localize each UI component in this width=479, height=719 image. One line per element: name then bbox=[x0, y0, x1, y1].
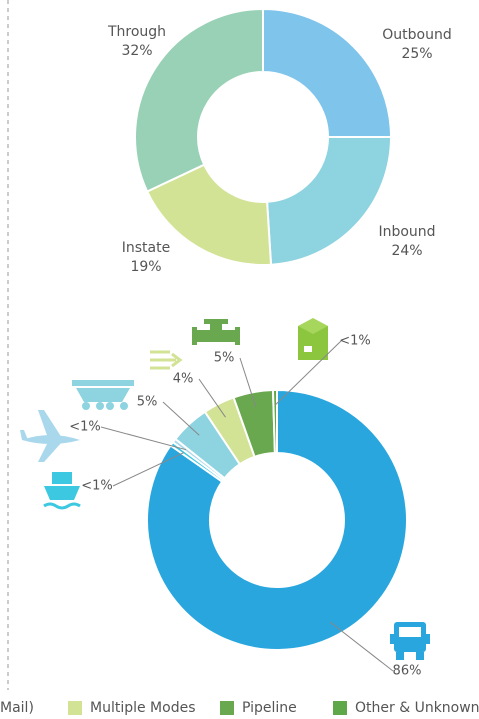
data-label: 19% bbox=[130, 259, 161, 275]
ship-icon bbox=[43, 472, 81, 510]
legend-swatch bbox=[333, 701, 347, 715]
data-label: 24% bbox=[391, 243, 422, 259]
leader-line bbox=[112, 452, 185, 487]
leader-line bbox=[329, 621, 394, 672]
leader-line bbox=[239, 357, 257, 408]
leader-line bbox=[274, 340, 342, 406]
leader-line bbox=[198, 378, 226, 418]
category-label: Inbound bbox=[378, 224, 435, 240]
rail-icon bbox=[72, 380, 134, 410]
data-label: 5% bbox=[137, 395, 158, 410]
legend-label: Pipeline bbox=[242, 700, 297, 716]
box-icon bbox=[298, 318, 328, 360]
slice bbox=[134, 7, 264, 193]
modes-icon bbox=[150, 350, 183, 370]
data-label: 5% bbox=[214, 351, 235, 366]
truck-icon bbox=[390, 622, 430, 660]
data-label: <1% bbox=[339, 334, 371, 349]
plane-icon bbox=[20, 410, 80, 462]
pipeline-icon bbox=[192, 319, 240, 345]
legend-label: Mail) bbox=[0, 700, 34, 716]
data-label: <1% bbox=[81, 479, 113, 494]
legend-swatch bbox=[68, 701, 82, 715]
data-label: <1% bbox=[69, 420, 101, 435]
slice bbox=[266, 136, 393, 266]
slice bbox=[146, 388, 408, 651]
category-label: Outbound bbox=[382, 27, 451, 43]
slice bbox=[145, 163, 273, 266]
data-label: 4% bbox=[173, 372, 194, 387]
leader-line bbox=[162, 401, 200, 436]
category-label: Through bbox=[107, 24, 166, 40]
data-label: 32% bbox=[121, 43, 152, 59]
legend-swatch bbox=[220, 701, 234, 715]
slice bbox=[262, 7, 393, 138]
data-label: 86% bbox=[393, 664, 422, 679]
legend-label: Multiple Modes bbox=[90, 700, 196, 716]
data-label: 25% bbox=[401, 46, 432, 62]
slice bbox=[271, 388, 278, 455]
legend-label: Other & Unknown bbox=[355, 700, 479, 716]
category-label: Instate bbox=[122, 240, 170, 256]
leader-line bbox=[100, 426, 187, 451]
